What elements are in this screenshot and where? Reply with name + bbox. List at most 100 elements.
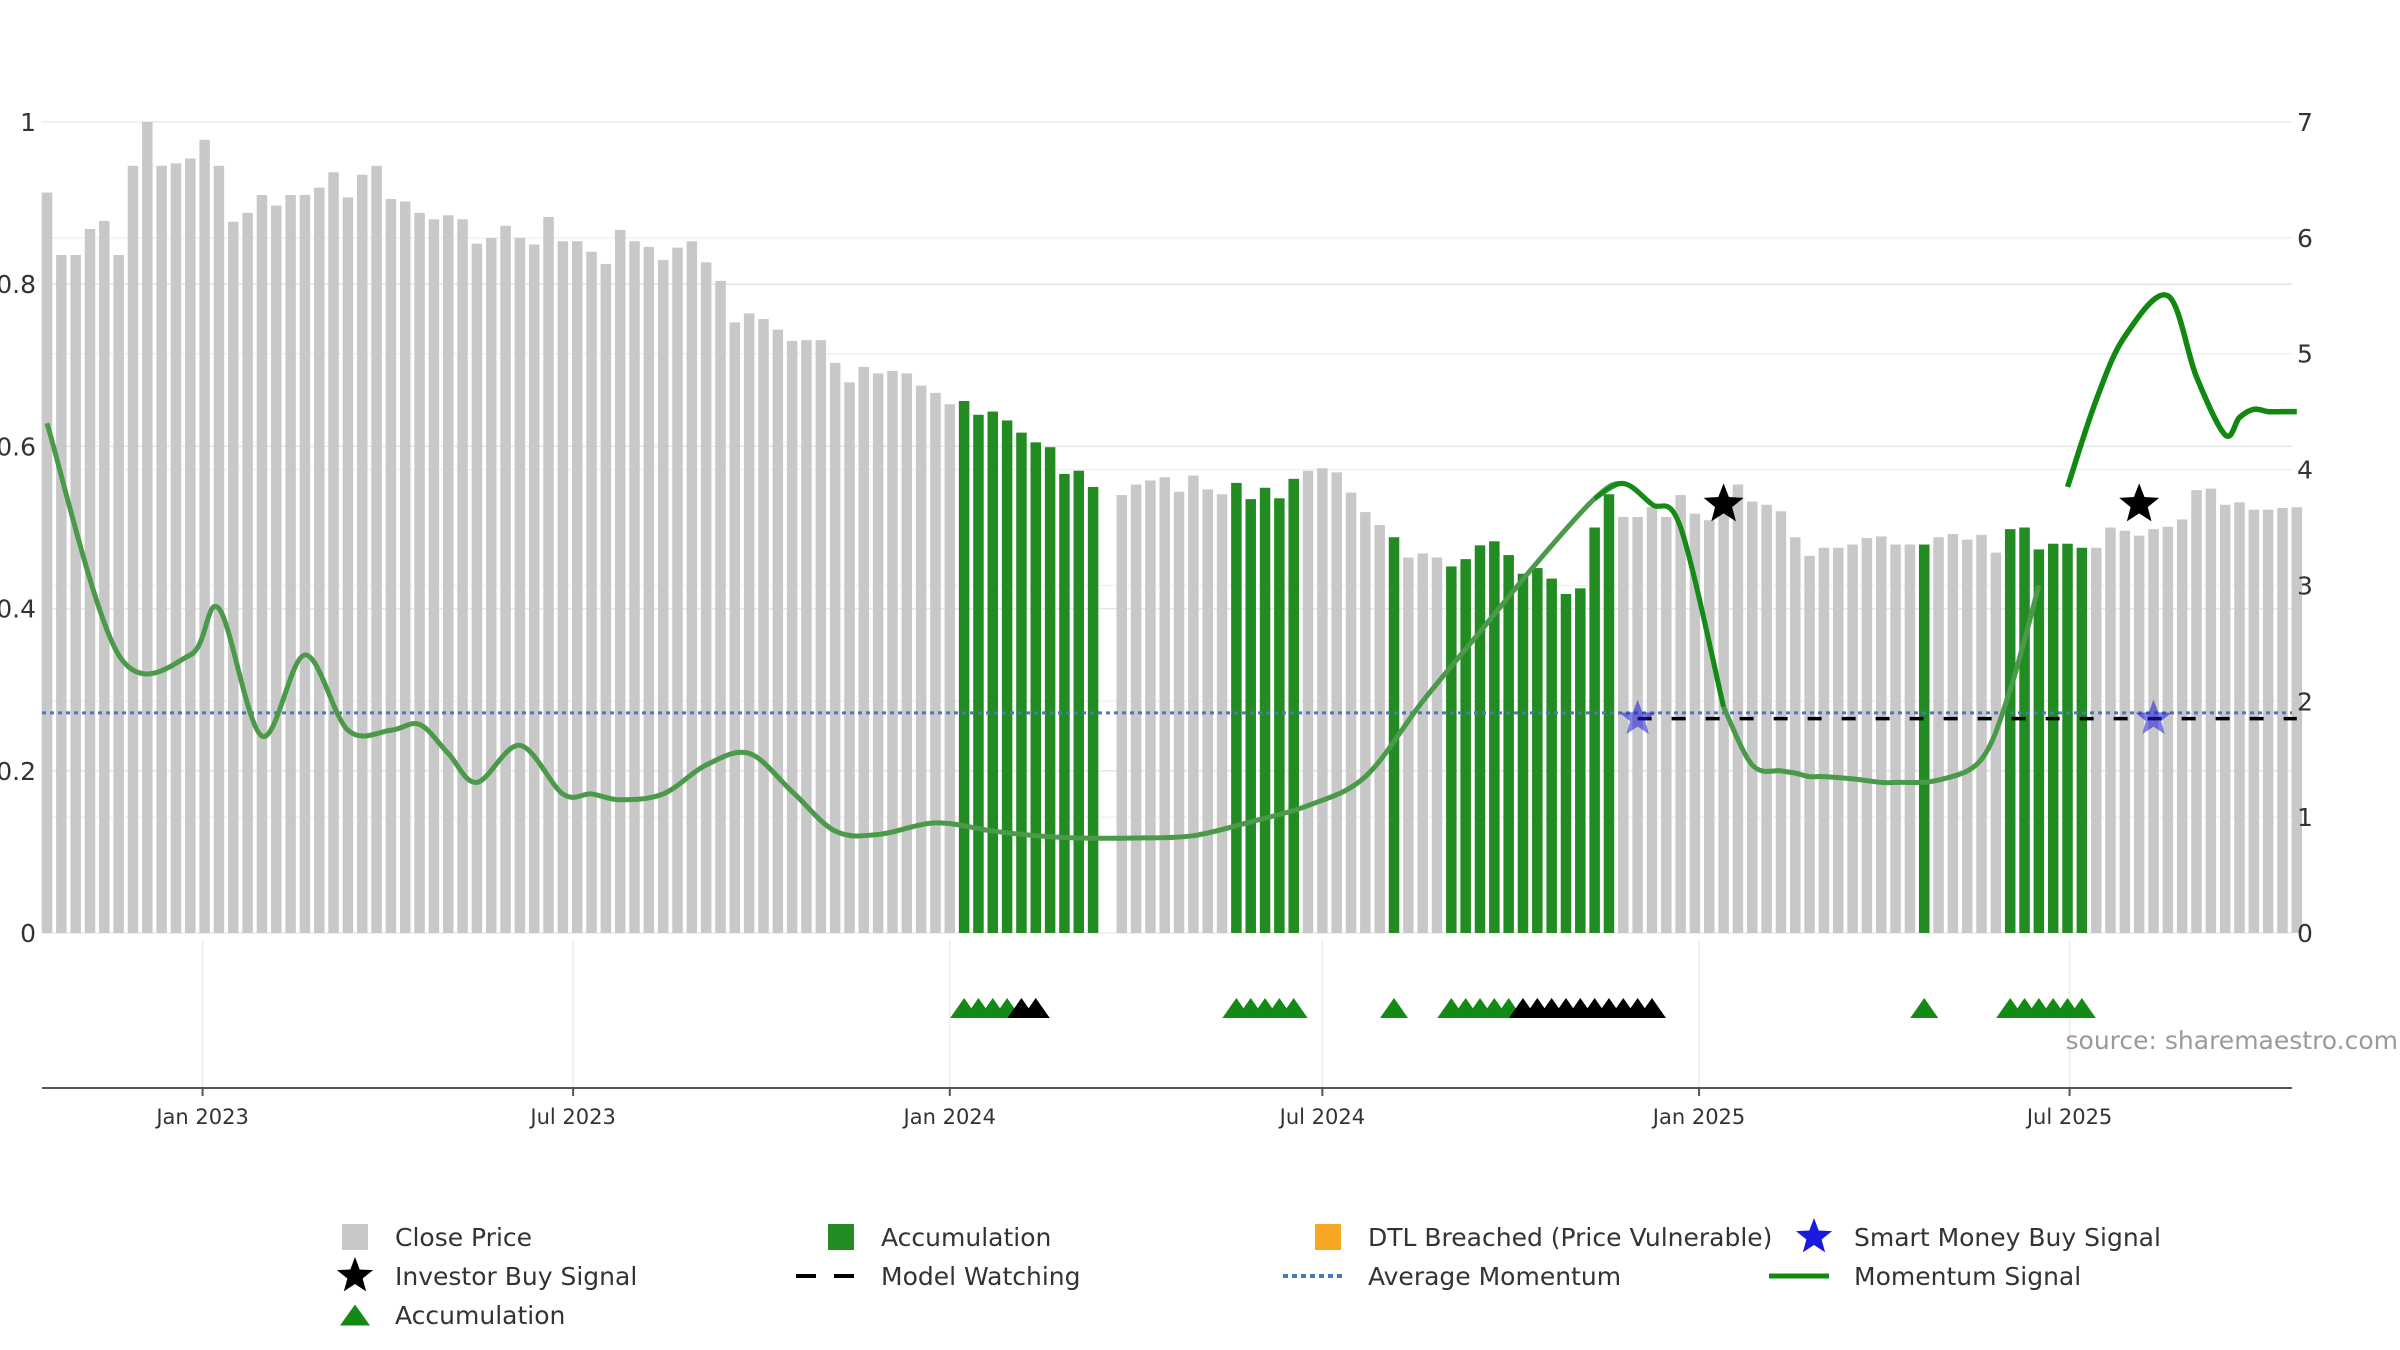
close-price-bar	[1847, 544, 1858, 933]
legend-label: Momentum Signal	[1854, 1262, 2081, 1291]
close-price-bar	[858, 366, 870, 933]
accumulation-bar	[1532, 568, 1543, 933]
close-price-bar	[127, 165, 139, 933]
close-price-bar	[815, 340, 827, 933]
accumulation-bar	[1016, 432, 1027, 933]
close-price-bar	[1202, 489, 1213, 933]
left-y-tick-label: 0.2	[0, 757, 36, 786]
legend-label: Close Price	[395, 1223, 532, 1252]
close-price-bar	[2090, 547, 2102, 933]
legend-item: Accumulation	[828, 1223, 1051, 1252]
close-price-bar	[1661, 516, 1672, 933]
legend-item: DTL Breached (Price Vulnerable)	[1315, 1223, 1772, 1252]
close-price-bar	[901, 373, 913, 933]
accumulation-bar	[1589, 527, 1600, 933]
investor-buy-signal	[2119, 483, 2160, 522]
close-price-bar	[271, 205, 282, 933]
close-price-bar	[1159, 477, 1170, 933]
momentum-signal-line	[44, 422, 1727, 841]
accumulation-bar	[1517, 573, 1529, 933]
left-y-tick-label: 1	[20, 108, 36, 137]
close-price-bar	[829, 362, 841, 933]
close-price-bar	[1417, 553, 1428, 933]
left-y-tick-label: 0.6	[0, 432, 36, 461]
legend-item: Average Momentum	[1283, 1262, 1621, 1291]
close-price-bar	[1732, 484, 1744, 933]
close-price-bar	[99, 220, 110, 933]
close-price-bar	[285, 194, 296, 934]
legend: Close Price Accumulation DTL Breached (Pri…	[336, 1218, 2161, 1330]
left-y-tick-label: 0.8	[0, 270, 36, 299]
close-price-bar	[758, 319, 769, 933]
close-price-bar	[1130, 484, 1142, 933]
x-tick-label: Jan 2024	[902, 1105, 997, 1129]
accumulation-bar	[1288, 478, 1299, 933]
accumulation-bar	[1274, 498, 1285, 933]
close-price-bar	[2277, 508, 2288, 933]
close-price-bar	[887, 370, 898, 933]
close-price-bar	[1331, 472, 1342, 933]
right-y-tick-label: 5	[2297, 340, 2313, 369]
close-price-bar	[1875, 536, 1887, 933]
model-watching-triangle	[1637, 998, 1666, 1018]
close-price-bar	[485, 237, 497, 933]
accumulation-bar	[1059, 473, 1070, 933]
accumulation-bar	[2076, 547, 2088, 933]
accumulation-bar	[1446, 566, 1457, 933]
close-price-bar	[844, 382, 855, 933]
accumulation-bar	[1245, 499, 1256, 933]
close-price-bar	[314, 187, 325, 934]
close-price-bar	[543, 216, 554, 934]
accumulation-triangle	[1380, 998, 1409, 1018]
legend-star-icon	[336, 1257, 374, 1292]
accumulation-bar	[2033, 549, 2045, 933]
accumulation-bar	[1474, 545, 1486, 933]
close-price-bar	[2262, 509, 2274, 933]
close-price-bars	[41, 122, 2303, 934]
close-price-bar	[142, 122, 153, 933]
close-price-bar	[471, 243, 483, 933]
accumulation-bar	[2004, 529, 2016, 933]
accumulation-bar	[1231, 482, 1242, 933]
close-price-bar	[1646, 507, 1658, 933]
close-price-bar	[729, 322, 741, 933]
close-price-bar	[600, 263, 612, 933]
close-price-bar	[672, 247, 683, 933]
close-price-bar	[514, 237, 526, 933]
close-price-bar	[1818, 547, 1830, 933]
investor-buy-signal	[1703, 483, 1744, 522]
close-price-bar	[944, 404, 956, 933]
close-price-bar	[1345, 492, 1357, 933]
close-price-bar	[801, 340, 812, 933]
close-price-bar	[70, 255, 81, 933]
close-price-bar	[2205, 488, 2217, 933]
close-price-bar	[156, 165, 167, 933]
close-price-bar	[299, 194, 311, 934]
close-price-bar	[1904, 544, 1916, 933]
close-price-bar	[185, 158, 196, 933]
close-price-bar	[342, 197, 354, 934]
close-price-bar	[1216, 494, 1228, 933]
close-price-bar	[1933, 537, 1944, 933]
accumulation-bar	[1388, 537, 1400, 933]
close-price-bar	[1302, 470, 1314, 933]
close-price-bar	[1761, 504, 1772, 933]
accumulation-bar	[1087, 486, 1099, 933]
close-price-bar	[614, 229, 626, 933]
close-price-bar	[686, 241, 698, 934]
x-tick-label: Jan 2025	[1651, 1105, 1746, 1129]
close-price-bar	[1145, 480, 1156, 933]
legend-label: Model Watching	[881, 1262, 1081, 1291]
close-price-bar	[557, 241, 569, 934]
close-price-bar	[2119, 530, 2131, 933]
close-price-bar	[1718, 511, 1729, 933]
left-y-tick-label: 0.4	[0, 595, 36, 624]
accumulation-bar	[958, 400, 970, 933]
close-price-bar	[2162, 526, 2174, 933]
momentum-signal-line	[1593, 480, 1727, 708]
accumulation-bar	[987, 411, 999, 934]
close-price-bar	[1116, 495, 1127, 933]
accumulation-triangle	[1279, 998, 1308, 1018]
close-price-bar	[500, 225, 511, 934]
close-price-bar	[357, 174, 368, 934]
